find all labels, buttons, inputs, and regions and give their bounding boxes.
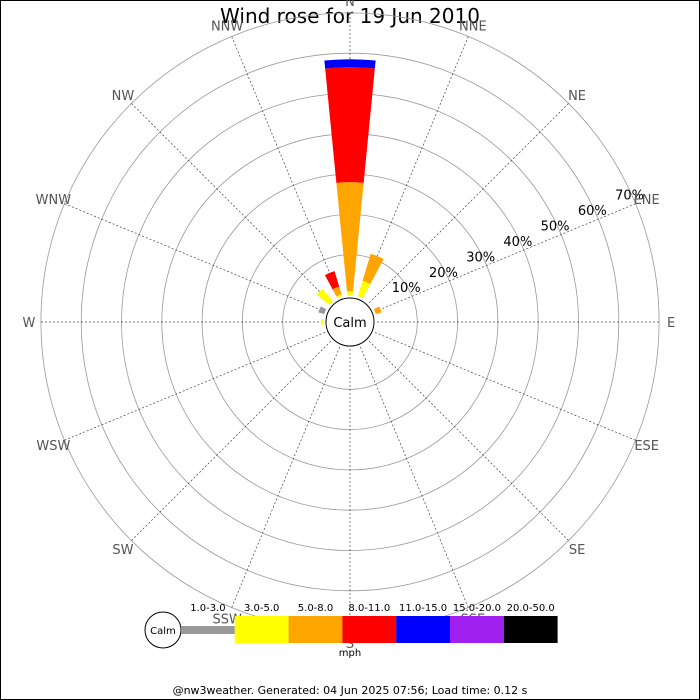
spoke-ssw [231,346,340,608]
legend-unit: mph [338,648,362,659]
spoke-ene [374,203,636,312]
legend-swatch-1.0-3.0 [181,626,235,634]
direction-label-wsw: WSW [36,439,70,454]
direction-label-nnw: NNW [211,19,243,34]
legend-label-3.0-5.0: 3.0-5.0 [244,603,279,614]
wind-bars [316,59,384,325]
spoke-wsw [64,332,326,441]
bar-n-11.0-15.0 [324,59,376,69]
direction-label-ese: ESE [634,439,659,454]
calm-circle [325,297,375,347]
spoke-nnw [231,36,340,298]
ring-label-10: 10% [392,281,421,296]
bar-nne-5.0-8.0 [362,253,384,284]
direction-label-s: S [346,637,354,652]
direction-label-se: SE [569,543,585,558]
calm-label: Calm [333,316,366,331]
chart-title: Wind rose for 19 Jun 2010 [220,4,480,28]
direction-label-ne: NE [568,89,586,104]
calm-circle-group: Calm [325,297,375,347]
legend-swatch-8.0-11.0 [342,616,397,643]
bar-nnw-5.0-8.0 [332,286,342,297]
bar-nne-3.0-5.0 [357,280,371,299]
direction-label-nne: NNE [459,19,487,34]
legend-swatch-11.0-15.0 [396,616,450,643]
direction-label-wnw: WNW [36,193,72,208]
speed-legend: Calm 1.0-3.0 3.0-5.0 5.0-8.0 8.0-11.0 11.0-15… [144,603,558,649]
spoke-nw [131,103,332,304]
bar-w-3.0-5.0 [320,319,324,325]
spoke-sse [360,346,469,608]
legend-swatch-3.0-5.0 [234,616,289,643]
legend-label-5.0-8.0: 5.0-8.0 [298,603,333,614]
bar-n-5.0-8.0 [336,182,364,292]
direction-label-ene: ENE [634,193,660,208]
legend-swatch-15.0-20.0 [450,616,504,643]
spoke-ne [368,103,569,304]
bar-n-8.0-11.0 [325,67,375,183]
direction-label-w: W [22,316,35,331]
spoke-nne [360,36,469,298]
bar-ene-5.0-8.0 [373,306,382,315]
spoke-ese [374,332,636,441]
legend-label-15.0-20.0: 15.0-20.0 [453,603,501,614]
legend-label-1.0-3.0: 1.0-3.0 [190,603,225,614]
direction-label-sw: SW [112,543,133,558]
legend-label-20.0-50.0: 20.0-50.0 [507,603,555,614]
bar-wnw-1.0-3.0 [318,306,327,315]
ring-labels: 10% 20% 30% 40% 50% 60% 70% [392,189,644,297]
ring-label-50: 50% [541,220,570,235]
legend-swatch-20.0-50.0 [503,616,558,643]
direction-label-e: E [667,316,675,331]
bar-nnw-8.0-11.0 [324,271,340,290]
bar-n-3.0-5.0 [346,290,354,296]
direction-label-nw: NW [112,89,135,104]
ring-label-60: 60% [578,204,607,219]
bar-nw-3.0-5.0 [316,288,333,305]
ring-label-70: 70% [615,189,644,204]
legend-swatch-5.0-8.0 [288,616,343,643]
bar-nnw-3.0-5.0 [336,294,343,299]
ring-label-40: 40% [503,235,532,250]
legend-label-8.0-11.0: 8.0-11.0 [348,603,390,614]
legend-label-11.0-15.0: 11.0-15.0 [399,603,447,614]
direction-label-n: N [345,0,355,10]
footer-text: @nw3weather. Generated: 04 Jun 2025 07:5… [172,684,528,697]
ring-label-20: 20% [429,266,458,281]
spoke-sw [131,340,332,541]
direction-label-ssw: SSW [212,613,242,628]
spoke-wnw [64,203,326,312]
legend-calm-label: Calm [150,626,176,637]
ring-label-30: 30% [466,250,495,265]
spoke-se [368,340,569,541]
